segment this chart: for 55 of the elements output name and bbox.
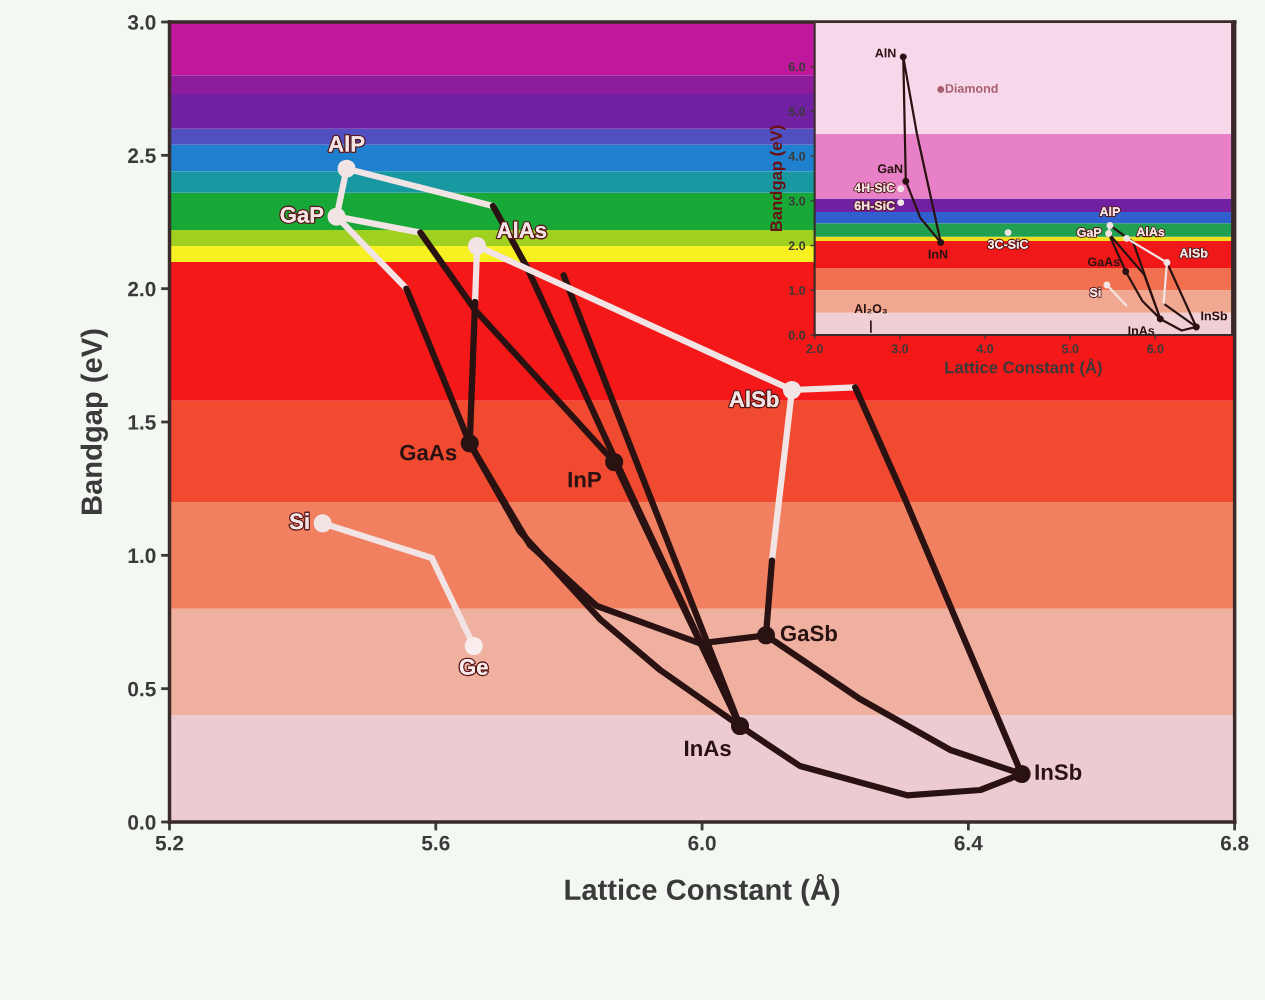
y-tick-label: 5.0 [788, 107, 806, 117]
series-label: AlN [875, 48, 896, 58]
series-label: 4H-SiC [854, 182, 895, 193]
series-label: AlAs [497, 221, 547, 239]
series-label: 6H-SiC [854, 200, 895, 211]
series-label: GaSb [780, 624, 837, 642]
series-label: AlSb [729, 390, 779, 408]
y-tick-label: 3.0 [788, 196, 806, 206]
y-tick-label: 0.0 [788, 330, 806, 340]
x-axis-title: Lattice Constant (Å) [565, 874, 840, 906]
x-tick-label: 6.0 [688, 835, 716, 851]
y-tick-label: 3.0 [127, 15, 156, 30]
series-label: InAs [1128, 326, 1155, 336]
series-label: Diamond [945, 83, 998, 93]
series-label: GaAs [400, 444, 457, 461]
series-label: InP [568, 471, 601, 488]
x-tick-label: 5.0 [1061, 344, 1079, 354]
series-label: AlAs [1136, 227, 1165, 237]
y-tick-label: 0.5 [128, 681, 156, 697]
series-label: GaN [877, 164, 903, 174]
y-tick-label: 2.5 [128, 148, 156, 164]
x-axis-title: Lattice Constant (Å) [945, 358, 1102, 377]
x-tick-label: 5.2 [155, 835, 184, 851]
series-label: InSb [1035, 763, 1082, 780]
series-label: AlP [328, 135, 365, 152]
x-tick-label: 6.4 [954, 835, 983, 851]
y-tick-label: 1.5 [128, 415, 156, 430]
x-tick-label: 6.0 [1147, 344, 1164, 354]
y-tick-label: 6.0 [788, 62, 806, 72]
y-tick-label: 0.0 [128, 815, 156, 830]
y-tick-label: 2.0 [788, 241, 806, 251]
series-label: GaP [280, 206, 324, 223]
series-label: AlSb [1179, 248, 1208, 258]
y-tick-label: 2.0 [128, 281, 156, 297]
series-label: InSb [1201, 311, 1228, 321]
series-label: AlP [1099, 206, 1120, 216]
y-tick-label: 1.0 [789, 286, 806, 295]
series-label: GaAs [1088, 257, 1120, 267]
series-label: InN [928, 249, 948, 259]
series-label: 3C-SiC [987, 239, 1029, 249]
series-label: GaP [1077, 228, 1102, 237]
annotation: Al₂O₃ [854, 303, 887, 314]
y-axis-title: Bandgap (eV) [80, 329, 108, 515]
series-label: Ge [459, 659, 488, 675]
series-label: InAs [685, 740, 731, 757]
x-tick-label: 4.0 [976, 344, 994, 354]
x-tick-label: 6.8 [1220, 835, 1249, 851]
y-axis-title: Bandgap (eV) [769, 125, 786, 232]
series-label: Si [1089, 287, 1101, 297]
x-tick-label: 3.0 [891, 344, 909, 354]
series-label: Si [289, 512, 309, 530]
y-tick-label: 4.0 [788, 151, 806, 161]
y-tick-label: 1.0 [128, 548, 156, 564]
x-tick-label: 2.0 [806, 344, 823, 354]
x-tick-label: 5.6 [421, 835, 450, 851]
